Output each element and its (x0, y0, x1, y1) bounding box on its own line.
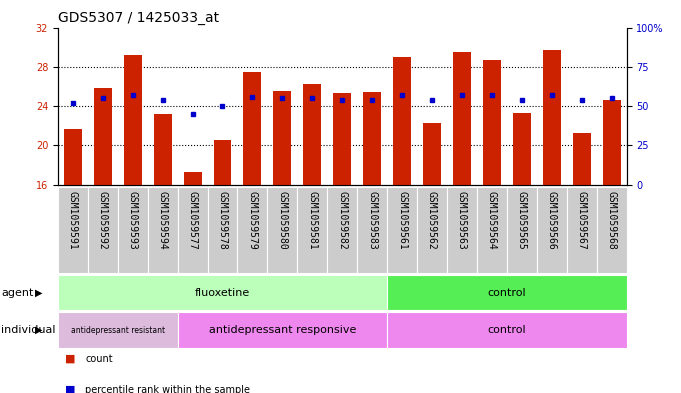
Text: control: control (488, 288, 526, 298)
Bar (214, 140, 232, 185)
Text: GSM1059561: GSM1059561 (397, 191, 407, 250)
Text: ▶: ▶ (35, 325, 43, 335)
Bar (363, 92, 381, 185)
Bar (148, 187, 178, 273)
Text: ▶: ▶ (35, 288, 43, 298)
Bar (387, 312, 627, 348)
Text: GSM1059582: GSM1059582 (337, 191, 347, 250)
Bar (393, 57, 411, 185)
Bar (118, 187, 148, 273)
Bar (603, 100, 620, 185)
Bar (537, 187, 567, 273)
Bar (268, 187, 298, 273)
Bar (423, 123, 441, 185)
Text: fluoxetine: fluoxetine (195, 288, 250, 298)
Text: GSM1059565: GSM1059565 (517, 191, 527, 250)
Text: GSM1059579: GSM1059579 (247, 191, 257, 250)
Bar (447, 187, 477, 273)
Text: ■: ■ (65, 385, 75, 393)
Bar (387, 275, 627, 310)
Bar (208, 187, 238, 273)
Text: GSM1059580: GSM1059580 (277, 191, 287, 250)
Bar (567, 187, 597, 273)
Text: GSM1059566: GSM1059566 (547, 191, 556, 250)
Text: count: count (85, 354, 113, 364)
Bar (184, 172, 202, 185)
Bar (178, 187, 208, 273)
Text: agent: agent (1, 288, 34, 298)
Bar (328, 187, 357, 273)
Bar (154, 114, 172, 185)
Bar (357, 187, 387, 273)
Text: control: control (488, 325, 526, 335)
Text: GSM1059567: GSM1059567 (577, 191, 586, 250)
Bar (387, 187, 417, 273)
Bar (243, 72, 262, 185)
Bar (273, 91, 291, 185)
Bar (298, 187, 328, 273)
Bar (507, 187, 537, 273)
Text: GSM1059581: GSM1059581 (307, 191, 317, 250)
Text: individual: individual (1, 325, 56, 335)
Bar (573, 132, 590, 185)
Bar (483, 60, 501, 185)
Text: GSM1059564: GSM1059564 (487, 191, 497, 250)
Text: GSM1059562: GSM1059562 (427, 191, 437, 250)
Text: antidepressant resistant: antidepressant resistant (71, 326, 165, 334)
Text: ■: ■ (65, 354, 75, 364)
Bar (417, 187, 447, 273)
Text: GSM1059594: GSM1059594 (157, 191, 168, 250)
Bar (178, 312, 387, 348)
Text: GSM1059583: GSM1059583 (367, 191, 377, 250)
Bar (303, 83, 321, 185)
Bar (88, 187, 118, 273)
Bar (58, 275, 387, 310)
Text: percentile rank within the sample: percentile rank within the sample (85, 385, 250, 393)
Bar (58, 312, 178, 348)
Text: GSM1059563: GSM1059563 (457, 191, 467, 250)
Text: GSM1059578: GSM1059578 (217, 191, 227, 250)
Bar (453, 52, 471, 185)
Bar (124, 55, 142, 185)
Bar (333, 93, 351, 185)
Bar (477, 187, 507, 273)
Text: GSM1059591: GSM1059591 (68, 191, 78, 250)
Bar (64, 129, 82, 185)
Bar (94, 88, 112, 185)
Text: GSM1059592: GSM1059592 (98, 191, 108, 250)
Text: antidepressant responsive: antidepressant responsive (208, 325, 356, 335)
Text: GSM1059568: GSM1059568 (607, 191, 616, 250)
Bar (597, 187, 627, 273)
Bar (238, 187, 268, 273)
Text: GSM1059593: GSM1059593 (128, 191, 138, 250)
Bar (513, 113, 530, 185)
Text: GSM1059577: GSM1059577 (187, 191, 197, 250)
Text: GDS5307 / 1425033_at: GDS5307 / 1425033_at (58, 11, 219, 25)
Bar (543, 50, 560, 185)
Bar (58, 187, 88, 273)
